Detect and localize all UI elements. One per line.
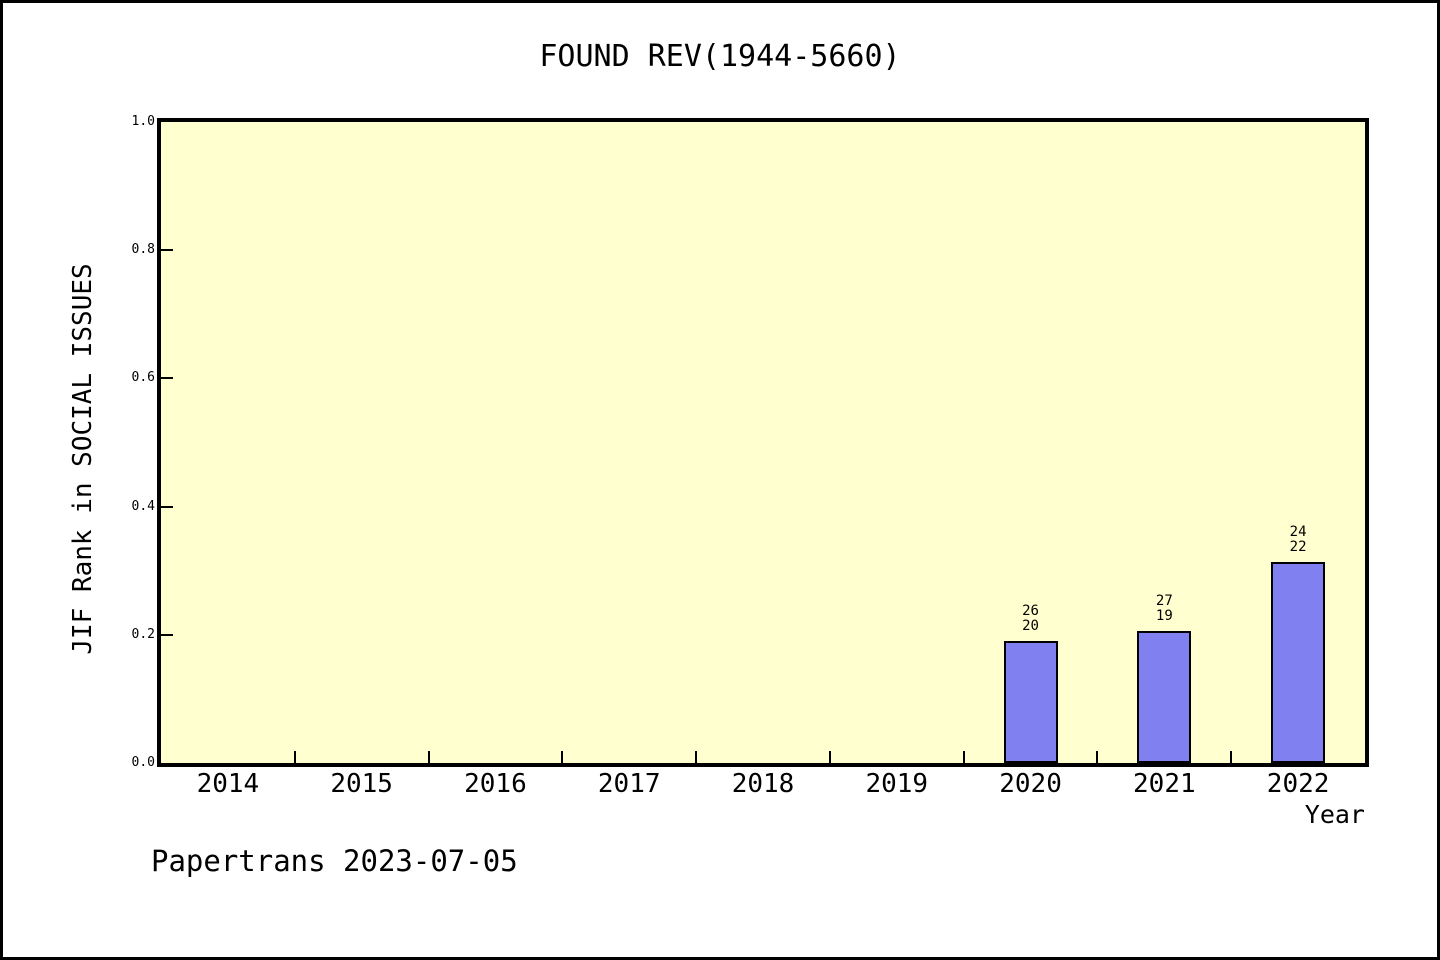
- y-tick-label: 0.6: [131, 370, 155, 386]
- bar-2022: [1271, 562, 1326, 763]
- y-tick-label: 0.4: [131, 498, 155, 514]
- x-tick-mark: [427, 751, 430, 763]
- bar-label-2020: 26 20: [981, 604, 1081, 634]
- y-tick-label: 0.0: [131, 755, 155, 770]
- x-tick-label: 2022: [1266, 769, 1330, 799]
- x-tick-mark: [1230, 751, 1233, 763]
- bar-label-line: 26: [1022, 603, 1039, 619]
- x-tick-mark: [828, 751, 831, 763]
- y-tick-label: 1.0: [131, 114, 155, 129]
- bar-label-line: 22: [1289, 539, 1307, 555]
- x-tick-label: 2014: [196, 769, 260, 799]
- bar-label-line: 19: [1155, 608, 1173, 624]
- y-tick-mark: [161, 633, 173, 636]
- y-tick-label: 0.2: [131, 626, 155, 642]
- x-tick-label: 2019: [865, 769, 929, 799]
- bar-2020: [1003, 641, 1058, 763]
- bar-label-line: 27: [1155, 593, 1173, 609]
- y-axis-label-text: JIF Rank in SOCIAL ISSUES: [68, 263, 98, 655]
- x-tick-label: 2018: [731, 769, 795, 799]
- y-tick-mark: [161, 377, 173, 380]
- x-tick-label: 2015: [330, 769, 393, 799]
- x-tick-mark: [561, 751, 564, 763]
- x-tick-mark: [1096, 751, 1099, 763]
- x-axis-label: Year: [1304, 800, 1365, 829]
- x-tick-label: 2020: [999, 769, 1062, 799]
- bar-2021: [1137, 631, 1192, 763]
- chart-title: FOUND REV(1944-5660): [539, 39, 901, 74]
- plot-inner: 1.0 0.8 0.6 0.4 0.2 0.0 2014 2015 2016 2017 2018 20…: [132, 114, 1365, 799]
- y-tick-label: 0.8: [131, 242, 155, 258]
- x-tick-mark: [962, 751, 965, 763]
- y-tick-mark: [161, 505, 173, 508]
- bar-label-line: 20: [1022, 618, 1039, 634]
- x-tick-mark: [695, 751, 698, 763]
- bar-label-2022: 24 22: [1248, 525, 1348, 555]
- footer-note: Papertrans 2023-07-05: [151, 844, 518, 878]
- x-tick-label: 2016: [464, 769, 527, 799]
- bar-label-2021: 27 19: [1114, 594, 1214, 624]
- x-tick-label: 2021: [1133, 769, 1196, 799]
- x-tick-label: 2017: [597, 769, 661, 799]
- y-tick-mark: [161, 249, 173, 252]
- x-tick-mark: [293, 751, 296, 763]
- bar-label-line: 24: [1289, 524, 1307, 540]
